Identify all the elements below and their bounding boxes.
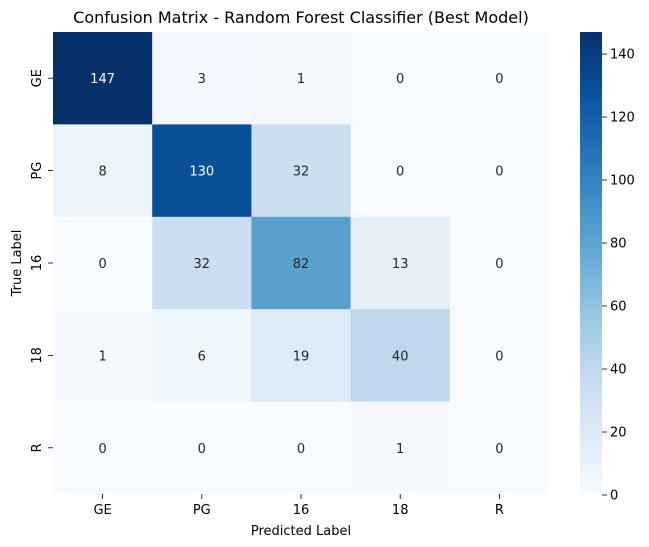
heatmap-cell — [251, 216, 352, 310]
heatmap-cell — [449, 32, 550, 125]
heatmap-cell — [152, 124, 252, 218]
cell-value-label: 19 — [293, 349, 310, 364]
heatmap-cell — [350, 32, 451, 125]
y-axis-ticks: GE PG 16 18 R — [30, 69, 53, 452]
cell-value-label: 147 — [90, 72, 115, 87]
colorbar-tick-label: 0 — [610, 489, 618, 504]
x-tick-label: R — [495, 503, 504, 518]
colorbar — [580, 32, 602, 495]
cell-value-label: 0 — [396, 165, 404, 180]
heatmap-cell — [449, 401, 550, 495]
heatmap-cell — [53, 309, 153, 403]
cell-value-label: 1 — [396, 442, 404, 457]
cell-value-label: 13 — [392, 257, 409, 272]
colorbar-ticks: 0 20 40 60 80 100 120 140 — [602, 48, 635, 504]
cell-value-label: 0 — [495, 442, 503, 457]
cell-value-label: 40 — [392, 349, 409, 364]
heatmap-cell — [152, 216, 252, 310]
heatmap-cell — [449, 216, 550, 310]
heatmap-cell — [53, 124, 153, 218]
heatmap-cell — [53, 32, 153, 125]
colorbar-tick-label: 40 — [610, 363, 627, 378]
heatmap-cell — [350, 309, 451, 403]
cell-value-label: 0 — [495, 165, 503, 180]
cell-value-label: 0 — [198, 442, 206, 457]
heatmap-cell — [152, 401, 252, 495]
heatmap-cell — [449, 309, 550, 403]
cell-value-label: 0 — [495, 349, 503, 364]
chart-title: Confusion Matrix - Random Forest Classif… — [73, 8, 529, 27]
heatmap-cell — [251, 32, 352, 125]
cell-value-label: 32 — [293, 165, 310, 180]
heatmap-cell — [152, 309, 252, 403]
cell-value-label: 8 — [98, 165, 106, 180]
colorbar-tick-label: 120 — [610, 111, 635, 126]
colorbar-tick-label: 100 — [610, 174, 635, 189]
colorbar-tick-label: 140 — [610, 48, 635, 63]
cell-value-label: 32 — [194, 257, 211, 272]
cell-value-label: 0 — [495, 72, 503, 87]
cell-value-label: 0 — [396, 72, 404, 87]
x-axis-label: Predicted Label — [251, 524, 351, 539]
cell-value-label: 0 — [98, 442, 106, 457]
colorbar-tick-label: 20 — [610, 426, 627, 441]
cell-value-label: 130 — [189, 165, 214, 180]
heatmap-cell — [449, 124, 550, 218]
cell-value-label: 1 — [297, 72, 305, 87]
cell-value-label: 0 — [98, 257, 106, 272]
heatmap-cell — [251, 401, 352, 495]
y-tick-label: 16 — [30, 255, 45, 272]
heatmap-cell — [53, 401, 153, 495]
heatmap-cells: 147 3 1 0 08 130 32 0 00 32 82 13 01 6 19 40 00 0 0 1 0 — [53, 32, 550, 495]
x-tick-label: 18 — [392, 503, 409, 518]
cell-value-label: 3 — [198, 72, 206, 87]
x-axis-ticks: GE PG 16 18 R — [93, 494, 504, 518]
cell-value-label: 1 — [98, 349, 106, 364]
cell-value-label: 0 — [495, 257, 503, 272]
x-tick-label: 16 — [293, 503, 310, 518]
colorbar-tick-label: 80 — [610, 237, 627, 252]
heatmap-cell — [53, 216, 153, 310]
y-tick-label: GE — [30, 69, 45, 87]
heatmap-cell — [251, 309, 352, 403]
heatmap-cell — [350, 124, 451, 218]
heatmap-cell — [152, 32, 252, 125]
y-axis-label: True Label — [10, 230, 25, 298]
cell-value-label: 82 — [293, 257, 310, 272]
cell-value-label: 0 — [297, 442, 305, 457]
heatmap-cell — [251, 124, 352, 218]
y-tick-label: 18 — [30, 347, 45, 364]
y-tick-label: R — [30, 443, 45, 452]
x-tick-label: GE — [93, 503, 111, 518]
y-tick-label: PG — [30, 162, 45, 180]
cell-value-label: 6 — [198, 349, 206, 364]
colorbar-tick-label: 60 — [610, 300, 627, 315]
x-tick-label: PG — [193, 503, 211, 518]
heatmap-cell — [350, 401, 451, 495]
heatmap-cell — [350, 216, 451, 310]
